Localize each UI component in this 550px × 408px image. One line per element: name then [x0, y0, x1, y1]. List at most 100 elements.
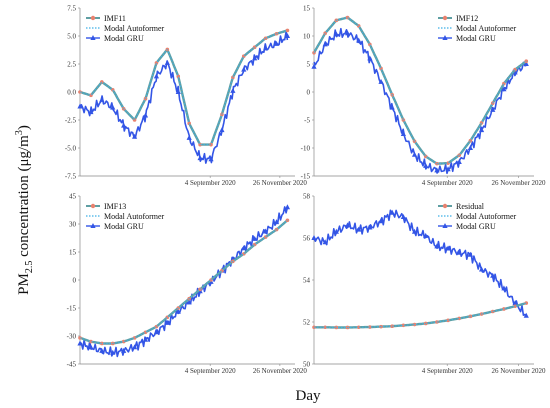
- gru-point: [88, 109, 94, 115]
- gru-point: [284, 204, 291, 210]
- autoformer-series-line: [79, 29, 288, 146]
- legend-label: Residual: [456, 202, 485, 211]
- gru-point: [142, 336, 149, 342]
- legend-label: Modal GRU: [456, 34, 496, 43]
- gru-point: [322, 41, 328, 47]
- actual-point: [231, 75, 235, 80]
- panels: 7.5 5.0 2.5 0.0 -2.5 -5.0 -7.5 4 September 2020…: [65, 5, 546, 376]
- gru-point: [142, 112, 149, 118]
- gru-point: [456, 249, 462, 255]
- actual-point: [401, 323, 406, 328]
- gru-series-line: [79, 30, 289, 164]
- gru-point: [400, 131, 406, 136]
- gru-point: [110, 349, 116, 355]
- y-tick-label: -10: [301, 145, 311, 153]
- y-tick-label: 2.5: [67, 61, 76, 69]
- gru-point: [478, 266, 485, 272]
- gru-point: [273, 40, 280, 46]
- gru-point: [284, 33, 291, 38]
- gru-point: [411, 151, 418, 157]
- gru-point: [241, 245, 247, 251]
- legend-marker-gru: [90, 35, 96, 40]
- gru-point: [208, 156, 214, 162]
- x-tick-label: 4 September 2020: [422, 179, 473, 187]
- legend-label: IMF12: [456, 14, 478, 23]
- actual-point: [457, 316, 462, 321]
- y-tick-label: -30: [67, 333, 77, 341]
- gru-point: [512, 69, 518, 75]
- gru-point: [467, 145, 474, 150]
- gru-point: [389, 104, 395, 110]
- y-tick-label: 50: [303, 361, 311, 369]
- autoformer-series-line: [314, 302, 527, 328]
- gru-point: [77, 103, 83, 109]
- gru-point: [273, 219, 280, 225]
- actual-point: [209, 142, 213, 147]
- legend-marker-gru: [442, 35, 448, 40]
- chart-panel: 15 10 5 0 -5 -10 -15 4 September 2020 26 Novembe…: [301, 5, 546, 188]
- y-tick-label: -7.5: [65, 173, 77, 181]
- gru-point: [445, 166, 451, 172]
- x-tick-label: 4 September 2020: [422, 367, 473, 375]
- legend-label: Modal GRU: [456, 222, 496, 231]
- x-tick-label: 4 September 2020: [185, 367, 236, 375]
- gru-point: [456, 159, 462, 164]
- y-tick-label: 58: [303, 193, 311, 201]
- gru-point: [252, 55, 258, 61]
- actual-point: [154, 61, 159, 65]
- actual-point: [513, 304, 517, 309]
- actual-point: [285, 28, 290, 33]
- gru-point: [252, 235, 258, 241]
- gru-point: [311, 235, 317, 240]
- y-tick-label: -45: [67, 361, 77, 369]
- gru-series-line: [313, 209, 528, 318]
- gru-point: [88, 344, 94, 350]
- actual-point: [524, 301, 529, 305]
- actual-point: [502, 307, 506, 311]
- gru-point: [197, 155, 203, 161]
- legend-label: Modal GRU: [104, 34, 144, 43]
- gru-point: [230, 87, 236, 93]
- gru-point: [356, 37, 362, 43]
- gru-point: [367, 224, 373, 230]
- actual-point: [176, 74, 181, 79]
- gru-point: [131, 344, 138, 350]
- gru-point: [164, 59, 170, 65]
- actual-point: [285, 218, 290, 223]
- y-tick-label: -5.0: [65, 145, 77, 153]
- actual-point: [187, 121, 191, 126]
- actual-series-line: [312, 16, 528, 165]
- gru-point: [523, 312, 529, 318]
- gru-point: [378, 218, 384, 224]
- gru-point: [241, 66, 247, 72]
- y-tick-label: 30: [69, 221, 77, 229]
- gru-point: [186, 299, 192, 305]
- chart-panel: 45 30 15 0 -15 -30 -45 4 September 2020 26 Novem…: [67, 193, 308, 376]
- gru-point: [490, 106, 496, 112]
- gru-point: [153, 73, 160, 79]
- legend-label: Modal Autoformer: [104, 212, 165, 221]
- actual-point: [89, 339, 93, 344]
- legend-label: IMF13: [104, 202, 126, 211]
- gru-point: [333, 31, 339, 37]
- legend-marker-actual: [442, 15, 448, 21]
- legend-marker-gru: [442, 223, 448, 228]
- legend-marker-actual: [90, 203, 96, 209]
- y-tick-label: -15: [301, 173, 311, 181]
- actual-point: [121, 339, 126, 344]
- gru-point: [121, 347, 127, 353]
- gru-point: [121, 122, 127, 128]
- gru-point: [131, 133, 138, 139]
- y-tick-label: 0.0: [67, 89, 76, 97]
- gru-point: [356, 226, 362, 232]
- gru-point: [175, 89, 181, 94]
- y-tick-label: 5: [307, 61, 311, 69]
- legend-label: Modal Autoformer: [104, 24, 165, 33]
- legend-label: Modal Autoformer: [456, 24, 517, 33]
- actual-series-line: [79, 219, 289, 345]
- gru-point: [311, 63, 317, 69]
- gru-point: [263, 228, 269, 234]
- gru-point: [400, 214, 406, 219]
